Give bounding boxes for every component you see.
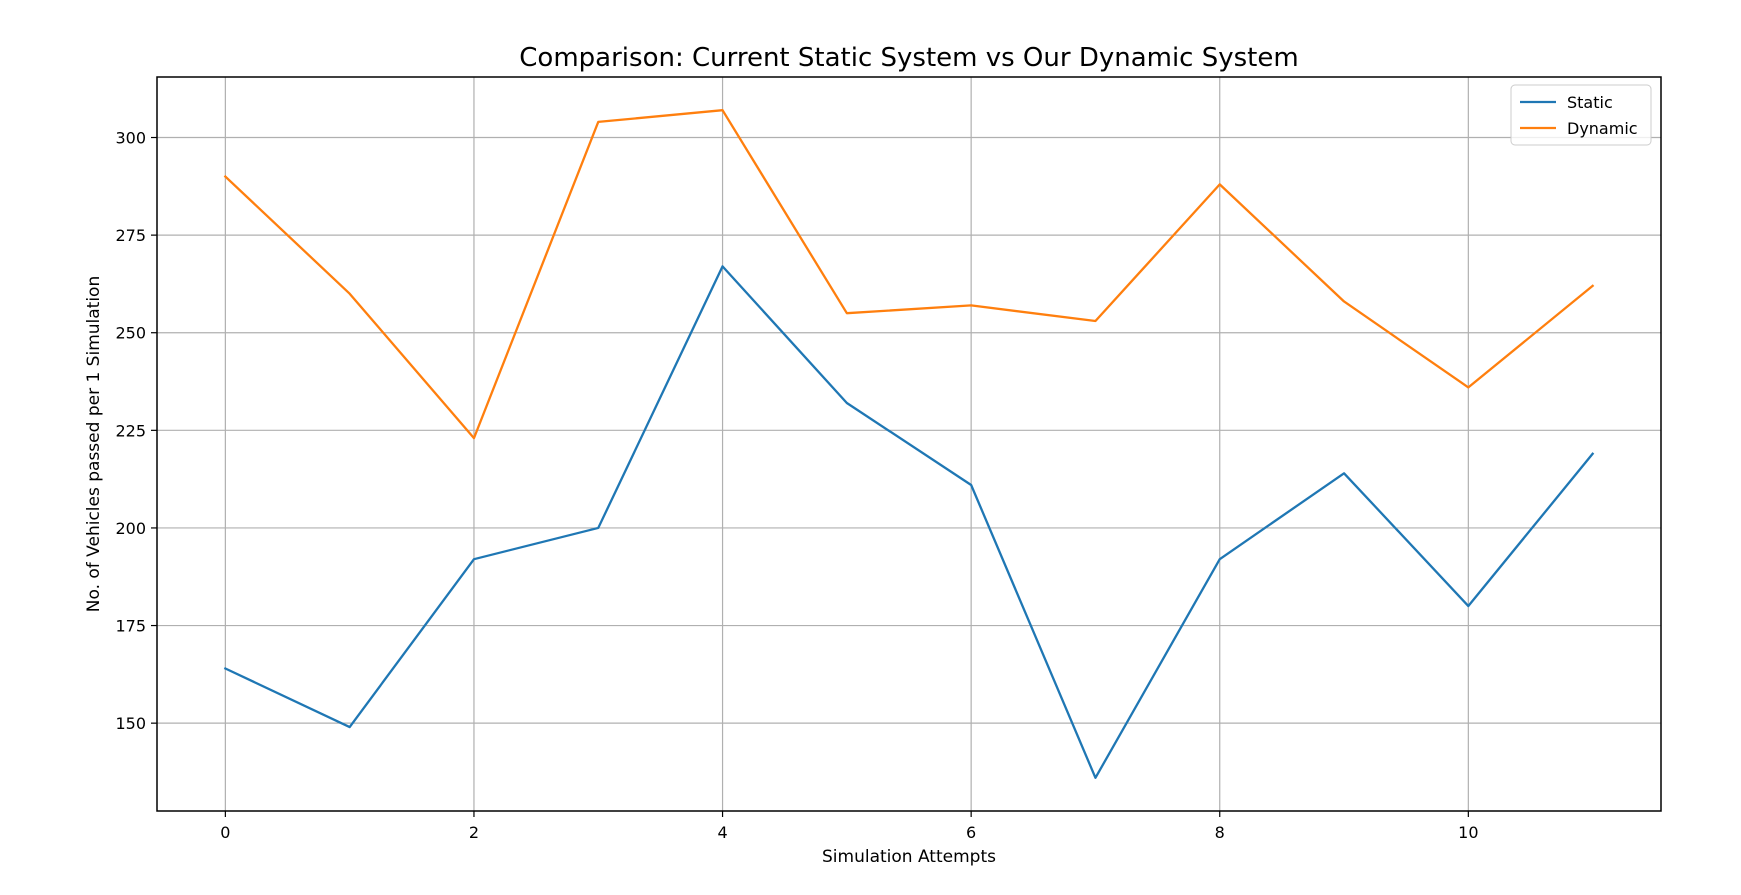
plot-frame: [156, 76, 1662, 812]
x-tick-label: 6: [966, 823, 976, 842]
axis-ticks: 0 2 4 6 8 10 150 175 200 225 250 275 300: [115, 129, 1478, 842]
x-tick-label: 10: [1458, 823, 1478, 842]
legend-box: [1510, 84, 1652, 146]
y-tick-label: 225: [115, 421, 146, 440]
y-axis-label: No. of Vehicles passed per 1 Simulation: [84, 276, 104, 612]
y-tick-label: 275: [115, 226, 146, 245]
y-tick-label: 300: [115, 129, 146, 148]
y-tick-label: 150: [115, 714, 146, 733]
x-tick-label: 8: [1215, 823, 1225, 842]
y-tick-label: 250: [115, 324, 146, 343]
x-tick-label: 2: [469, 823, 479, 842]
y-tick-label: 175: [115, 617, 146, 636]
y-tick-label: 200: [115, 519, 146, 538]
series-lines: [223, 109, 1595, 779]
x-axis-label: Simulation Attempts: [822, 847, 996, 867]
x-tick-label: 4: [717, 823, 727, 842]
legend-label-static: Static: [1567, 93, 1613, 112]
legend-label-dynamic: Dynamic: [1567, 119, 1638, 138]
grid-lines: [157, 77, 1661, 811]
chart-title: Comparison: Current Static System vs Our…: [519, 43, 1298, 73]
series-line-dynamic: [223, 109, 1595, 440]
legend: Static Dynamic: [1510, 84, 1652, 146]
series-line-static: [223, 265, 1595, 779]
x-tick-label: 0: [220, 823, 230, 842]
